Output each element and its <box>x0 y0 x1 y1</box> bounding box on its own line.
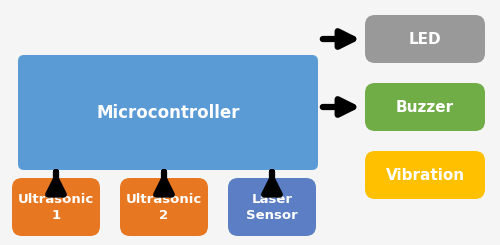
Text: Ultrasonic
1: Ultrasonic 1 <box>18 193 94 221</box>
Text: Buzzer: Buzzer <box>396 99 454 114</box>
FancyBboxPatch shape <box>18 55 318 170</box>
FancyBboxPatch shape <box>228 178 316 236</box>
FancyBboxPatch shape <box>120 178 208 236</box>
Text: Ultrasonic
2: Ultrasonic 2 <box>126 193 202 221</box>
FancyBboxPatch shape <box>365 83 485 131</box>
FancyBboxPatch shape <box>365 151 485 199</box>
Text: Vibration: Vibration <box>386 168 464 183</box>
FancyBboxPatch shape <box>12 178 100 236</box>
Text: LED: LED <box>408 32 442 47</box>
Text: Microcontroller: Microcontroller <box>96 103 240 122</box>
FancyBboxPatch shape <box>365 15 485 63</box>
Text: Laser
Sensor: Laser Sensor <box>246 193 298 221</box>
